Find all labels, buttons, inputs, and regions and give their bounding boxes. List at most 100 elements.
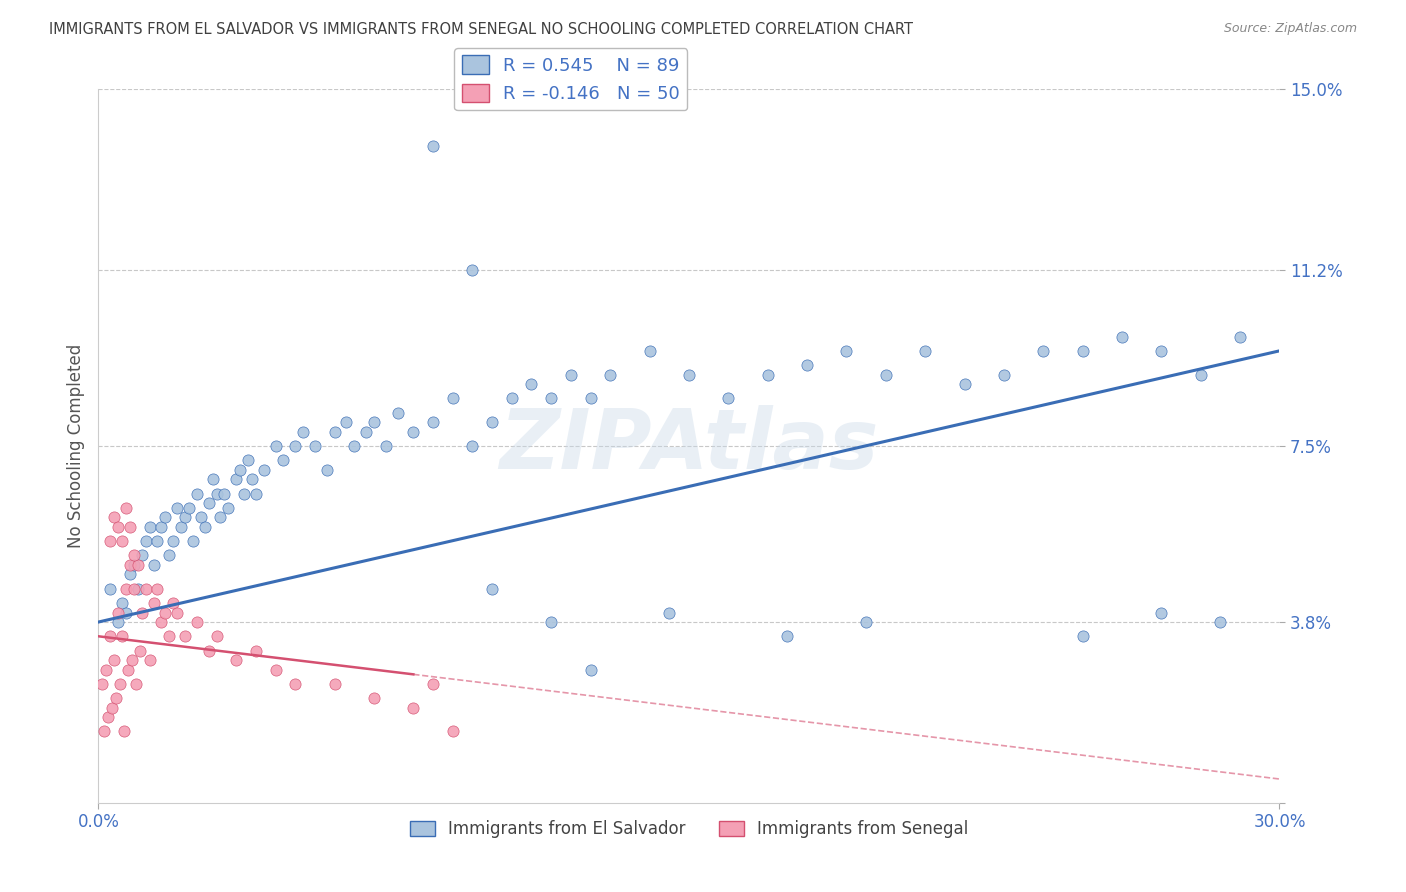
Point — [335, 415, 357, 429]
Point — [166, 500, 188, 515]
Point — [323, 677, 346, 691]
Point — [776, 629, 799, 643]
Point — [441, 392, 464, 406]
Point — [501, 392, 523, 406]
Point — [993, 368, 1015, 382]
Point — [96, 663, 118, 677]
Point — [150, 520, 173, 534]
Point — [186, 486, 208, 500]
Point — [138, 653, 160, 667]
Point — [142, 596, 165, 610]
Point — [264, 439, 287, 453]
Point — [323, 425, 346, 439]
Point — [98, 582, 121, 596]
Point — [422, 139, 444, 153]
Point — [201, 472, 224, 486]
Point — [363, 415, 385, 429]
Point — [253, 463, 276, 477]
Point — [217, 500, 239, 515]
Point — [181, 534, 204, 549]
Point — [284, 677, 307, 691]
Point — [205, 486, 228, 500]
Point — [1071, 629, 1094, 643]
Point — [1071, 343, 1094, 358]
Point — [481, 582, 503, 596]
Point — [560, 368, 582, 382]
Point — [97, 710, 120, 724]
Point — [214, 486, 236, 500]
Point — [245, 486, 267, 500]
Point — [540, 392, 562, 406]
Point — [520, 377, 543, 392]
Point — [131, 549, 153, 563]
Point — [209, 510, 232, 524]
Point — [157, 549, 180, 563]
Point — [162, 534, 184, 549]
Point — [953, 377, 976, 392]
Y-axis label: No Schooling Completed: No Schooling Completed — [66, 344, 84, 548]
Point — [107, 606, 129, 620]
Point — [225, 653, 247, 667]
Point — [112, 724, 135, 739]
Point — [1150, 606, 1173, 620]
Point — [135, 534, 157, 549]
Point — [194, 520, 217, 534]
Point — [146, 534, 169, 549]
Point — [855, 615, 877, 629]
Text: ZIPAtlas: ZIPAtlas — [499, 406, 879, 486]
Point — [1150, 343, 1173, 358]
Point — [98, 534, 121, 549]
Point — [1189, 368, 1212, 382]
Point — [599, 368, 621, 382]
Point — [115, 582, 138, 596]
Point — [166, 606, 188, 620]
Point — [118, 567, 141, 582]
Point — [91, 677, 114, 691]
Point — [103, 653, 125, 667]
Point — [914, 343, 936, 358]
Point — [343, 439, 366, 453]
Point — [374, 439, 396, 453]
Point — [146, 582, 169, 596]
Point — [229, 463, 252, 477]
Point — [98, 629, 121, 643]
Point — [304, 439, 326, 453]
Point — [117, 663, 139, 677]
Point — [756, 368, 779, 382]
Text: IMMIGRANTS FROM EL SALVADOR VS IMMIGRANTS FROM SENEGAL NO SCHOOLING COMPLETED CO: IMMIGRANTS FROM EL SALVADOR VS IMMIGRANT… — [49, 22, 914, 37]
Point — [131, 606, 153, 620]
Point — [127, 582, 149, 596]
Point — [108, 677, 131, 691]
Point — [170, 520, 193, 534]
Point — [127, 558, 149, 572]
Point — [197, 643, 219, 657]
Point — [1209, 615, 1232, 629]
Point — [111, 596, 134, 610]
Point — [422, 677, 444, 691]
Point — [387, 406, 409, 420]
Point — [174, 629, 197, 643]
Point — [422, 415, 444, 429]
Point — [1111, 329, 1133, 343]
Point — [162, 596, 184, 610]
Point — [315, 463, 337, 477]
Point — [138, 520, 160, 534]
Point — [122, 549, 145, 563]
Point — [205, 629, 228, 643]
Point — [115, 606, 138, 620]
Point — [1032, 343, 1054, 358]
Point — [441, 724, 464, 739]
Point — [292, 425, 315, 439]
Point — [236, 453, 259, 467]
Point — [461, 439, 484, 453]
Point — [186, 615, 208, 629]
Point — [155, 606, 177, 620]
Point — [135, 582, 157, 596]
Point — [93, 724, 115, 739]
Point — [354, 425, 377, 439]
Point — [638, 343, 661, 358]
Point — [835, 343, 858, 358]
Point — [481, 415, 503, 429]
Point — [125, 677, 148, 691]
Point — [796, 358, 818, 372]
